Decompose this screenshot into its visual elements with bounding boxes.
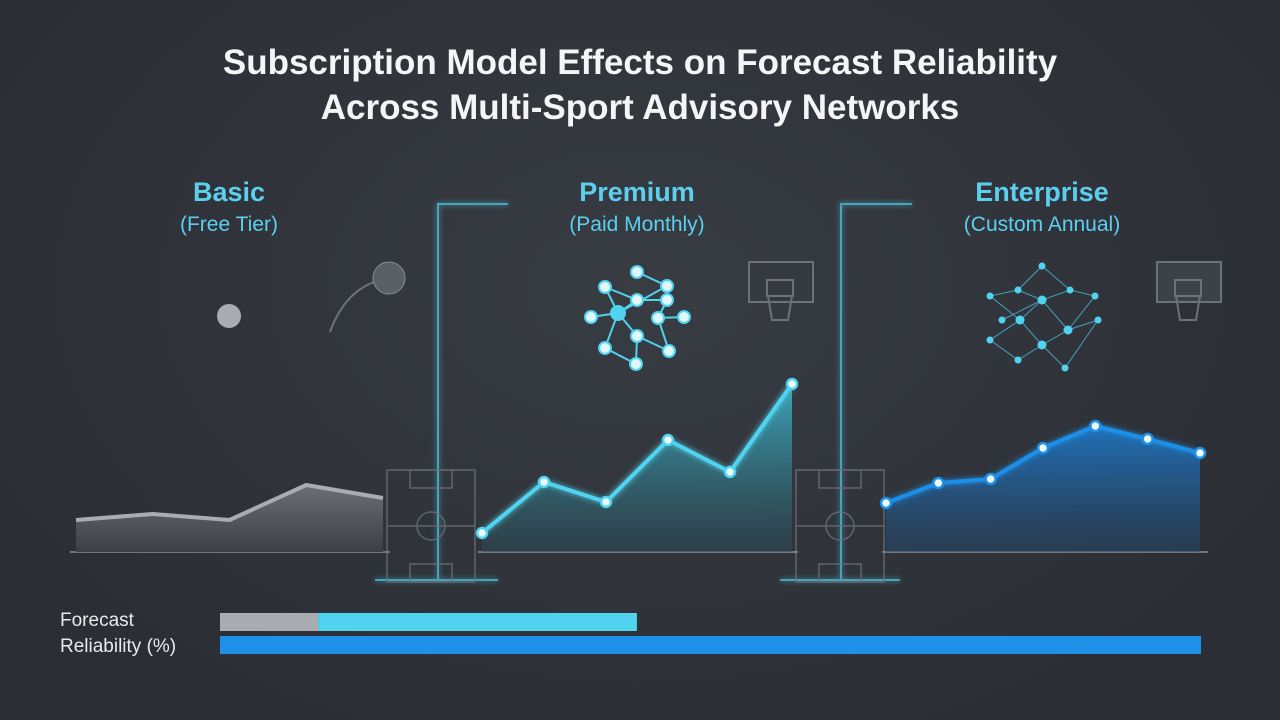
area (886, 426, 1200, 552)
soccer-icon (329, 261, 406, 333)
area (482, 384, 792, 552)
line (75, 483, 384, 522)
network-icon (584, 265, 691, 371)
marker (537, 475, 551, 489)
field-icon (386, 469, 885, 583)
marker (599, 495, 613, 509)
marker (785, 377, 799, 391)
marker (984, 472, 997, 486)
marker (1193, 446, 1207, 460)
area (76, 485, 383, 552)
title: Across Multi-Sport Advisory Networks (321, 88, 960, 127)
bar (220, 613, 319, 631)
line (480, 382, 794, 535)
panel-title: Enterprise (975, 177, 1109, 207)
marker (1089, 419, 1102, 433)
marker (932, 476, 945, 490)
panel-title: Basic (193, 177, 265, 207)
panel-title: Premium (579, 177, 695, 207)
axis-label: Forecast Reliability (%) (60, 610, 177, 657)
hoop-icon (748, 261, 1222, 321)
bar (220, 636, 1201, 654)
marker (475, 526, 489, 540)
panel-subtitle: (Free Tier) (180, 213, 278, 236)
title: Subscription Model Effects on Forecast R… (223, 43, 1058, 82)
ball-icon (217, 304, 241, 328)
panel-subtitle: (Paid Monthly) (569, 213, 704, 236)
marker (879, 496, 893, 510)
panel-subtitle: (Custom Annual) (964, 213, 1120, 236)
marker (1141, 432, 1154, 446)
marker (1036, 441, 1050, 455)
bar (318, 613, 637, 631)
marker (723, 465, 737, 479)
network-icon (986, 262, 1102, 372)
divider (375, 203, 912, 581)
marker (661, 433, 675, 447)
